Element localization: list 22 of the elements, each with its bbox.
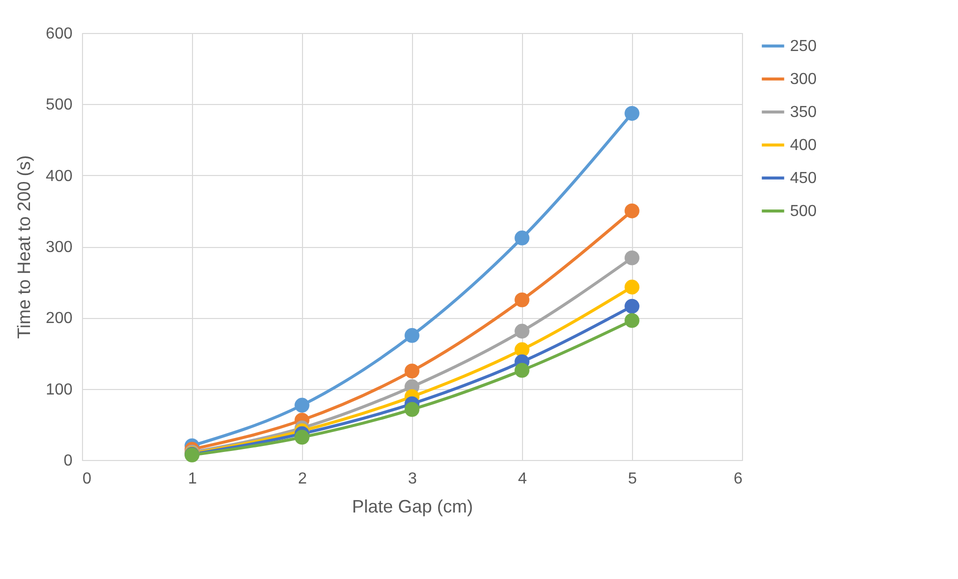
y-tick-label: 300 — [46, 239, 73, 256]
legend-label: 450 — [790, 170, 817, 187]
x-tick-label: 2 — [298, 470, 308, 488]
y-tick-label: 600 — [46, 26, 73, 42]
x-tick-label: 5 — [628, 470, 638, 488]
x-tick-label: 0 — [82, 470, 92, 488]
y-axis-title: Time to Heat to 200 (s) — [14, 155, 34, 339]
x-tick-label: 1 — [188, 470, 198, 488]
legend-label: 300 — [790, 71, 817, 88]
y-tick-label: 100 — [46, 381, 73, 398]
legend-label: 400 — [790, 137, 817, 154]
x-tick-label: 6 — [734, 470, 743, 488]
x-axis-title: Plate Gap (cm) — [352, 496, 474, 516]
y-tick-label: 400 — [46, 168, 73, 185]
y-tick-label: 500 — [46, 96, 73, 114]
y-tick-label: 0 — [64, 452, 73, 470]
legend-label: 250 — [790, 38, 817, 55]
x-tick-label: 3 — [408, 470, 418, 488]
legend-label: 500 — [790, 203, 817, 220]
legend-label: 350 — [790, 104, 817, 121]
y-tick-label: 200 — [46, 310, 73, 328]
x-tick-label: 4 — [518, 470, 528, 488]
